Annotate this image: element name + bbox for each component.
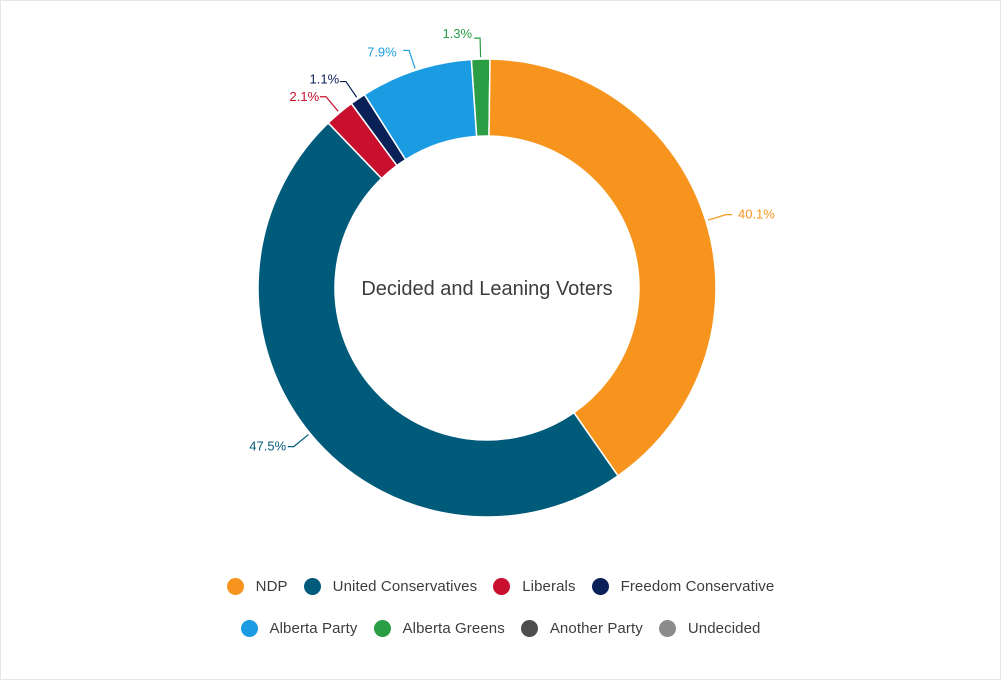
legend-item-alberta-greens[interactable]: Alberta Greens	[373, 619, 505, 637]
label-united-conservatives: 47.5%	[249, 439, 286, 454]
leader-ndp	[707, 214, 732, 221]
label-alberta-party: 7.9%	[367, 44, 397, 59]
legend-label-liberals: Liberals	[522, 577, 576, 595]
leader-alberta-party	[403, 49, 416, 69]
legend-label-undecided: Undecided	[687, 619, 761, 637]
legend-item-ndp[interactable]: NDP	[226, 577, 288, 595]
legend-row-2: Alberta Party Alberta Greens Another Party…	[0, 610, 1001, 646]
leader-united-conservatives	[287, 434, 309, 448]
legend-label-united-conservatives: United Conservatives	[332, 577, 478, 595]
leader-freedom-conservative	[339, 80, 358, 98]
slice-labels: 1.3% 40.1% 47.5% 2.1% 1.1% 7.9%	[249, 26, 775, 454]
label-freedom-conservative: 1.1%	[310, 72, 340, 87]
legend-swatch-alberta-party	[240, 619, 258, 637]
legend-item-alberta-party[interactable]: Alberta Party	[240, 619, 358, 637]
chart-center-title: Decided and Leaning Voters	[361, 278, 612, 300]
legend-swatch-another-party	[520, 619, 538, 637]
legend-swatch-liberals	[493, 577, 511, 595]
legend-row-1: NDP United Conservatives Liberals Freedom C…	[0, 568, 1001, 604]
slice-united-conservatives[interactable]	[257, 121, 620, 518]
leader-liberals	[319, 96, 339, 112]
legend-swatch-freedom-conservative	[591, 577, 609, 595]
legend-label-alberta-greens: Alberta Greens	[402, 619, 505, 637]
legend-item-liberals[interactable]: Liberals	[493, 577, 576, 595]
legend-item-undecided[interactable]: Undecided	[658, 619, 761, 637]
donut-slices	[257, 58, 717, 518]
legend-swatch-ndp	[226, 577, 244, 595]
legend-label-freedom-conservative: Freedom Conservative	[620, 577, 775, 595]
legend-item-freedom-conservative[interactable]: Freedom Conservative	[591, 577, 775, 595]
legend-swatch-united-conservatives	[303, 577, 321, 595]
legend-label-alberta-party: Alberta Party	[269, 619, 358, 637]
label-ndp: 40.1%	[738, 207, 775, 222]
legend-item-united-conservatives[interactable]: United Conservatives	[303, 577, 478, 595]
legend-label-another-party: Another Party	[549, 619, 643, 637]
label-alberta-greens: 1.3%	[442, 26, 472, 41]
legend-swatch-undecided	[658, 619, 676, 637]
legend-label-ndp: NDP	[255, 577, 288, 595]
slice-ndp[interactable]	[488, 58, 717, 477]
label-liberals: 2.1%	[290, 89, 320, 104]
label-leaders	[287, 37, 732, 448]
legend-swatch-alberta-greens	[373, 619, 391, 637]
legend-item-another-party[interactable]: Another Party	[520, 619, 643, 637]
chart-legend: NDP United Conservatives Liberals Freedom C…	[0, 568, 1001, 652]
slice-alberta-party[interactable]	[363, 58, 478, 161]
leader-alberta-greens	[474, 37, 482, 58]
donut-chart: 1.3% 40.1% 47.5% 2.1% 1.1% 7.9% Decided and L…	[249, 26, 775, 518]
